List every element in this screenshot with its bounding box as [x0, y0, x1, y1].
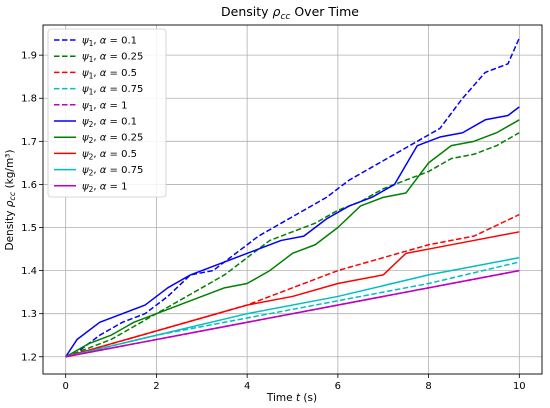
legend-entry: ψ2, α = 0.75 [54, 165, 143, 178]
series-line-9 [65, 256, 520, 358]
x-tick-label: 10 [513, 381, 526, 392]
legend-entry: ψ1, α = 0.25 [54, 52, 143, 64]
series-line-2 [65, 132, 520, 358]
legend-label: ψ1, α = 0.25 [82, 52, 143, 64]
legend-label: ψ2, α = 1 [82, 181, 127, 194]
legend-entry: ψ2, α = 1 [54, 181, 127, 194]
legend-entry: ψ2, α = 0.5 [54, 149, 137, 162]
series-line-8 [65, 231, 520, 358]
series-line-7 [65, 119, 520, 358]
y-tick-label: 1.9 [21, 51, 37, 62]
legend-label: ψ2, α = 0.25 [82, 133, 143, 146]
x-tick-label: 4 [244, 381, 250, 392]
legend-label: ψ2, α = 0.1 [82, 117, 137, 130]
legend-entry: ψ1, α = 0.5 [54, 68, 137, 81]
chart-title: Density ρcc Over Time [221, 4, 359, 22]
series-line-3 [65, 213, 520, 358]
legend-label: ψ2, α = 0.75 [82, 165, 143, 178]
legend-entry: ψ1, α = 0.1 [54, 36, 137, 49]
x-tick-label: 2 [153, 381, 159, 392]
y-tick-label: 1.8 [21, 94, 37, 105]
series-lines [65, 37, 521, 358]
series-line-1 [65, 37, 521, 358]
series-line-4 [65, 261, 520, 358]
legend-entry: ψ2, α = 0.1 [54, 117, 137, 130]
axis-ticks: 0 2 4 6 8 10 1.2 1.3 1.4 1.5 1.6 1.7 1.8 1.9 [21, 51, 526, 392]
y-tick-label: 1.7 [21, 137, 37, 148]
x-tick-label: 0 [62, 381, 68, 392]
y-tick-label: 1.4 [21, 266, 37, 277]
y-tick-label: 1.6 [21, 180, 37, 191]
series-line-6 [65, 106, 520, 358]
legend: ψ1, α = 0.1 ψ1, α = 0.25 ψ1, α = 0.5 ψ1, α … [47, 28, 167, 198]
legend-label: ψ1, α = 1 [82, 100, 127, 113]
y-axis-title: Density ρcc (kg/m³) [4, 150, 17, 251]
plot-frame [42, 24, 543, 375]
legend-label: ψ1, α = 0.75 [82, 84, 143, 97]
y-tick-label: 1.5 [21, 223, 37, 234]
x-tick-label: 8 [425, 381, 431, 392]
y-tick-label: 1.3 [21, 309, 37, 320]
series-line-10 [65, 269, 520, 358]
x-tick-label: 6 [335, 381, 341, 392]
legend-label: ψ1, α = 0.1 [82, 36, 137, 49]
legend-entry: ψ2, α = 0.25 [54, 133, 143, 146]
x-axis-title: Time t (s) [266, 392, 317, 404]
legend-label: ψ1, α = 0.5 [82, 68, 137, 81]
y-tick-label: 1.2 [21, 352, 37, 363]
legend-box [47, 28, 167, 198]
legend-entry: ψ1, α = 1 [54, 100, 127, 113]
legend-label: ψ2, α = 0.5 [82, 149, 137, 162]
legend-entry: ψ1, α = 0.75 [54, 84, 143, 97]
